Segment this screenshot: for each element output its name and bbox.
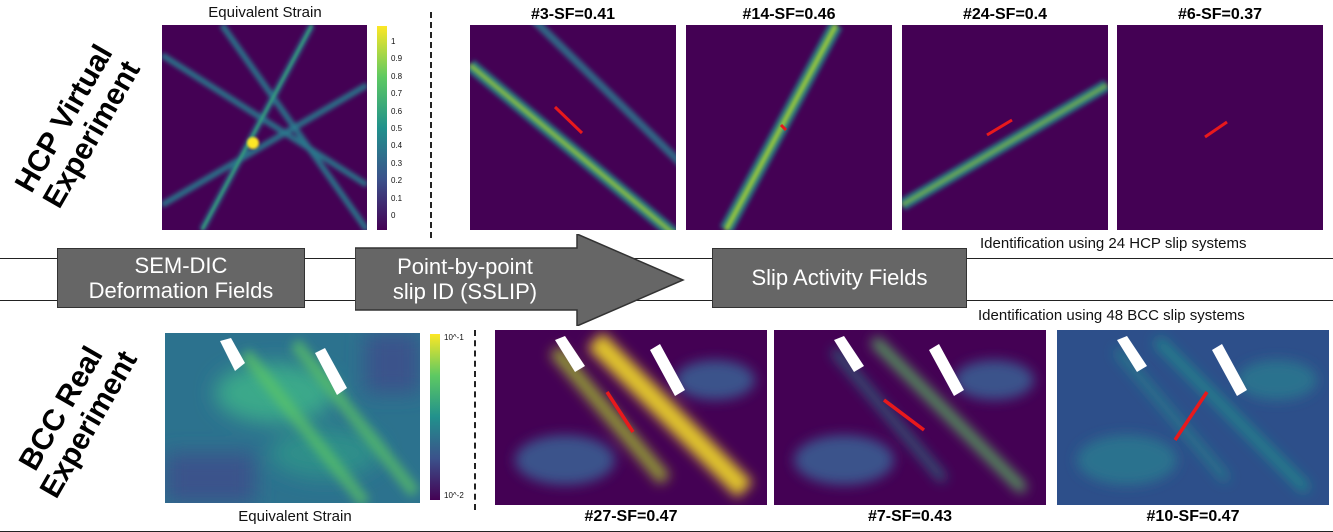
- bcc-caption: Identification using 48 BCC slip systems: [978, 307, 1245, 324]
- hcp-slip-panel-label: #3-SF=0.41: [530, 6, 616, 23]
- bcc-slip-panel-label: #10-SF=0.47: [1146, 508, 1240, 525]
- hcp-colorbar-tick: 0.8: [391, 71, 403, 81]
- bcc-separator: [474, 330, 476, 510]
- hcp-slip-panel: [686, 25, 892, 230]
- bcc-strain-label: Equivalent Strain: [238, 508, 352, 525]
- bcc-slip-panel: [774, 330, 1046, 505]
- hcp-strain-label: Equivalent Strain: [208, 4, 322, 21]
- bcc-slip-panel: [1057, 330, 1329, 505]
- bcc-colorbar-tick-bottom: 10^-2: [444, 491, 464, 500]
- hcp-strain-map: [162, 25, 367, 230]
- flow-box-sem-dic: SEM-DIC Deformation Fields: [57, 248, 305, 308]
- bcc-colorbar-tick-top: 10^-1: [444, 333, 464, 342]
- flow-box-sslip: Point-by-point slip ID (SSLIP): [355, 248, 575, 310]
- hcp-strain-svg: [162, 25, 367, 230]
- hcp-colorbar-tick: 0.6: [391, 106, 403, 116]
- bcc-strain-svg: [165, 333, 420, 503]
- hcp-caption: Identification using 24 HCP slip systems: [980, 235, 1247, 252]
- hcp-colorbar: [377, 26, 387, 230]
- hcp-slip-panel: [470, 25, 676, 230]
- flow-box-slip-activity-text: Slip Activity Fields: [751, 265, 928, 291]
- bcc-strain-map: [165, 333, 420, 503]
- hcp-colorbar-tick: 0.9: [391, 54, 403, 64]
- flow-box-sem-dic-text: SEM-DIC Deformation Fields: [88, 252, 274, 303]
- hcp-colorbar-tick: 1: [391, 37, 396, 46]
- hcp-colorbar-tick: 0.1: [391, 193, 403, 203]
- hcp-slip-panel-label: #24-SF=0.4: [962, 6, 1048, 23]
- bcc-colorbar: [430, 334, 440, 500]
- hcp-colorbar-tick: 0.4: [391, 141, 403, 151]
- bcc-slip-panel-label: #27-SF=0.47: [584, 508, 678, 525]
- hcp-slip-panel: [1117, 25, 1323, 230]
- flow-box-sslip-text: Point-by-point slip ID (SSLIP): [392, 253, 538, 304]
- hcp-colorbar-tick: 0.2: [391, 176, 403, 186]
- hcp-slip-panel-label: #14-SF=0.46: [742, 6, 836, 23]
- hcp-colorbar-tick: 0: [391, 211, 396, 220]
- flow-box-slip-activity: Slip Activity Fields: [712, 248, 967, 308]
- hcp-slip-panel: [902, 25, 1108, 230]
- hcp-colorbar-tick: 0.3: [391, 158, 403, 168]
- hcp-slip-panel-label: #6-SF=0.37: [1177, 6, 1263, 23]
- flow-arrow: [355, 234, 685, 326]
- hcp-colorbar-tick: 0.5: [391, 124, 403, 133]
- bcc-slip-panel: [495, 330, 767, 505]
- hcp-colorbar-tick: 0.7: [391, 89, 403, 99]
- hcp-separator: [430, 12, 432, 238]
- bcc-slip-panel-label: #7-SF=0.43: [867, 508, 953, 525]
